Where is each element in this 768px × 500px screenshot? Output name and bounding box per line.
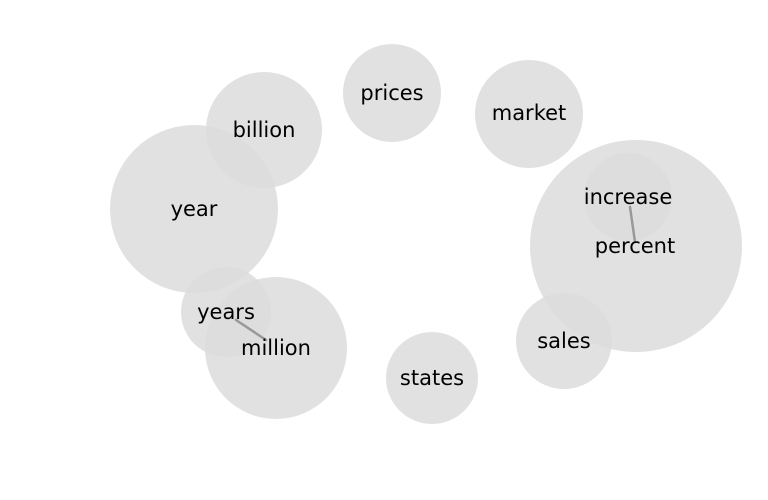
label-billion: billion [233, 118, 296, 142]
label-years: years [197, 300, 255, 324]
bubble-layer [110, 44, 742, 424]
label-prices: prices [360, 81, 423, 105]
label-sales: sales [537, 329, 591, 353]
bubble-states [386, 332, 478, 424]
leader-line-years-million [234, 318, 268, 342]
label-year: year [171, 197, 218, 221]
label-percent: percent [595, 234, 675, 258]
label-states: states [400, 366, 464, 390]
leader-line-layer [234, 205, 637, 342]
label-million: million [241, 336, 311, 360]
bubble-market [475, 60, 583, 168]
bubble-prices [343, 44, 441, 142]
bubble-million [205, 277, 347, 419]
label-layer: year billion prices market percent incre… [171, 81, 676, 390]
bubble-sales [516, 293, 612, 389]
label-market: market [492, 101, 567, 125]
label-increase: increase [584, 185, 673, 209]
leader-line-increase-percent [628, 205, 637, 244]
bubble-billion [206, 72, 322, 188]
bubble-increase [584, 153, 672, 241]
